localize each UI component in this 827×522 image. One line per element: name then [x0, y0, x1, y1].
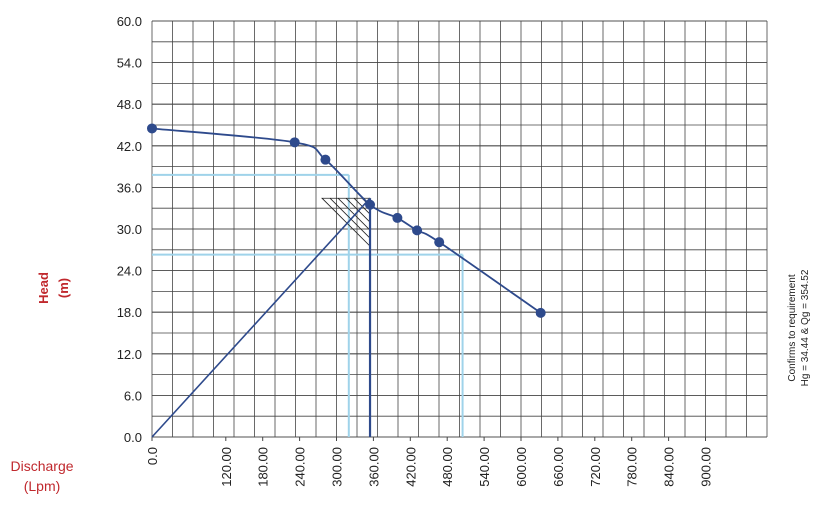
x-tick-label: 780.00 [625, 447, 640, 487]
x-tick-label: 360.00 [366, 447, 381, 487]
point [412, 225, 423, 236]
y-tick-label: 24.0 [117, 264, 142, 279]
x-tick-label: 480.00 [440, 447, 455, 487]
y-axis-label: Head (m) [36, 272, 71, 304]
y-tick-label: 48.0 [117, 97, 142, 112]
x-tick-label: 420.00 [403, 447, 418, 487]
y-tick-label: 42.0 [117, 139, 142, 154]
point [434, 237, 445, 248]
point [320, 154, 331, 165]
y-tick-label: 30.0 [117, 222, 142, 237]
note: Confirms to requirement [787, 274, 798, 381]
note: Hg = 34.44 & Qg = 354.52 [800, 269, 811, 386]
y-tick-label: 6.0 [124, 388, 142, 403]
y-tick-label: 54.0 [117, 56, 142, 71]
point [147, 123, 157, 134]
point [289, 137, 300, 148]
y-axis-label-line: Head [36, 272, 51, 304]
x-tick-label: 240.00 [293, 447, 308, 487]
point [392, 212, 403, 223]
hatch-line [329, 197, 371, 239]
y-tick-label: 18.0 [117, 305, 142, 320]
point [535, 307, 546, 318]
y-tick-label: 60.0 [117, 14, 142, 29]
x-tick-label: 300.00 [330, 447, 345, 487]
y-axis-label-line: (m) [56, 278, 71, 298]
x-tick-label: 900.00 [699, 447, 714, 487]
system-curve [151, 197, 371, 438]
y-tick-label: 36.0 [117, 180, 142, 195]
x-tick-label: 600.00 [514, 447, 529, 487]
x-tick-label: 720.00 [588, 447, 603, 487]
x-tick-label: 660.00 [551, 447, 566, 487]
pump-curve [151, 127, 542, 314]
x-tick-label: 120.00 [219, 447, 234, 487]
x-tick-label: 840.00 [662, 447, 677, 487]
x-axis-label-line: (Lpm) [24, 478, 61, 494]
y-tick-label: 0.0 [124, 430, 142, 445]
x-tick-label: 0.0 [145, 447, 160, 465]
point [365, 199, 376, 210]
x-tick-label: 180.00 [256, 447, 271, 487]
x-axis-label-line: Discharge [10, 458, 73, 474]
y-tick-label: 12.0 [117, 347, 142, 362]
x-axis-label: Discharge (Lpm) [10, 458, 73, 494]
x-tick-label: 540.00 [477, 447, 492, 487]
hatch-line [337, 197, 371, 231]
